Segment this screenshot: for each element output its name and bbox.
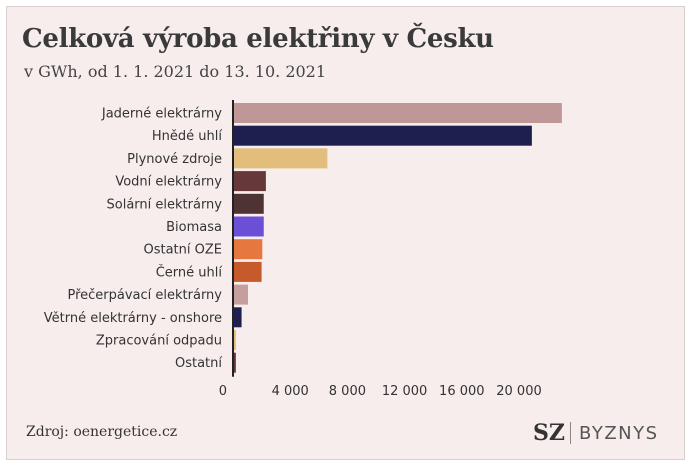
logo-separator <box>569 422 571 444</box>
bar <box>233 307 242 328</box>
chart-card <box>6 6 685 460</box>
category-label: Ostatní OZE <box>143 243 222 258</box>
category-label: Vodní elektrárny <box>115 175 222 190</box>
x-tick-label: 20 000 <box>496 384 542 399</box>
x-tick-label: 4 000 <box>272 384 309 399</box>
logo-mark: SZ <box>533 420 565 446</box>
x-tick-label: 0 <box>219 384 227 399</box>
x-tick-label: 8 000 <box>329 384 366 399</box>
bar <box>233 216 264 237</box>
category-label: Hnědé uhlí <box>152 129 222 144</box>
publisher-logo[interactable]: SZ BYZNYS <box>533 420 659 446</box>
bar <box>233 352 236 373</box>
x-tick-label: 12 000 <box>382 384 428 399</box>
category-label: Ostatní <box>175 356 222 371</box>
bar <box>233 284 249 305</box>
chart-subtitle: v GWh, od 1. 1. 2021 do 13. 10. 2021 <box>24 62 327 81</box>
bar <box>233 103 562 123</box>
category-label: Větrné elektrárny - onshore <box>44 311 222 326</box>
category-label: Solární elektrárny <box>107 197 223 212</box>
bar <box>233 125 532 146</box>
source-note: Zdroj: oenergetice.cz <box>26 424 178 440</box>
category-label: Jaderné elektrárny <box>101 107 222 122</box>
category-label: Přečerpávací elektrárny <box>67 288 222 303</box>
x-tick-label: 16 000 <box>439 384 485 399</box>
chart-title: Celková výroba elektřiny v Česku <box>22 24 494 54</box>
logo-text: BYZNYS <box>578 422 659 444</box>
bar <box>233 261 262 282</box>
category-label: Plynové zdroje <box>127 152 222 167</box>
category-label: Zpracování odpadu <box>96 334 222 349</box>
bar <box>233 171 266 192</box>
category-label: Biomasa <box>166 220 222 235</box>
bar <box>233 148 328 169</box>
bar <box>233 239 263 260</box>
category-label: Černé uhlí <box>156 264 223 280</box>
bar <box>233 330 236 350</box>
bar <box>233 193 264 214</box>
